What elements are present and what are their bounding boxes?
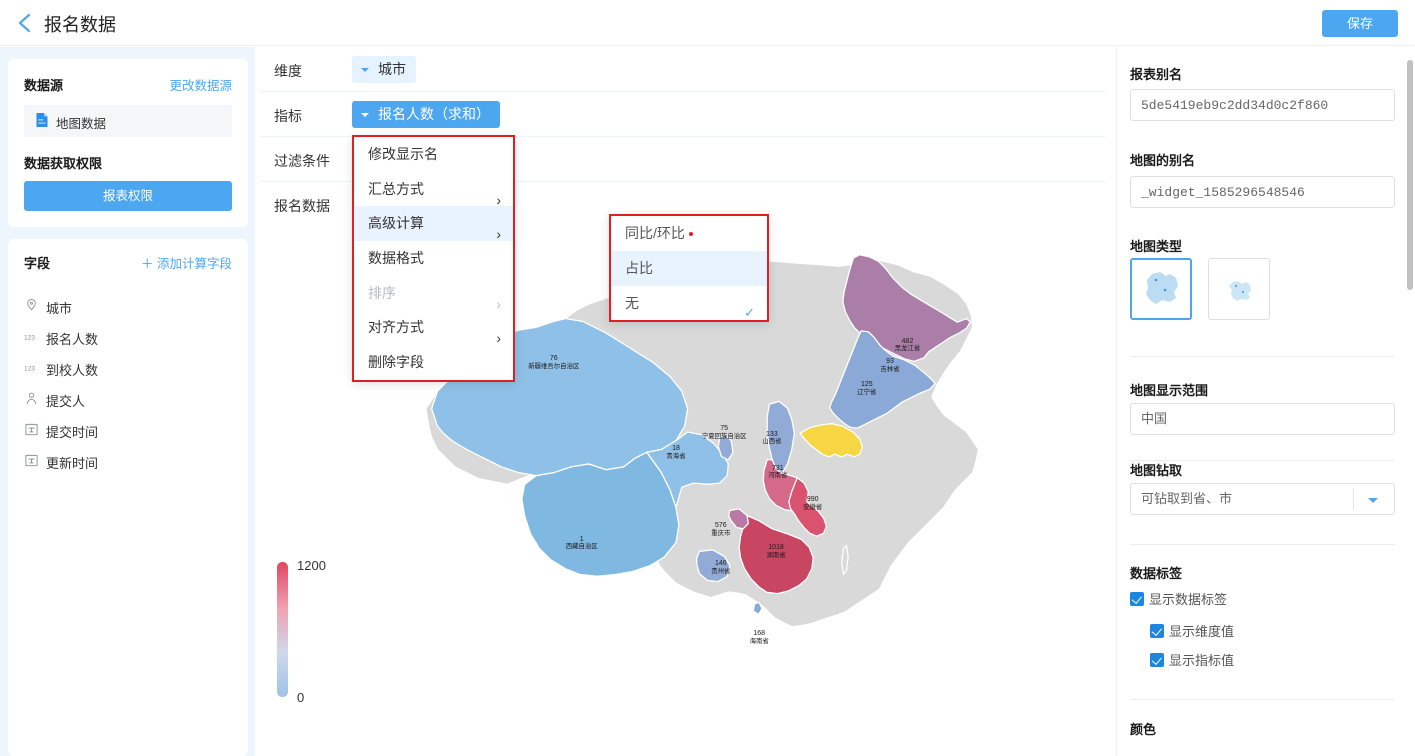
svg-text:123: 123	[24, 334, 35, 341]
svg-text:123: 123	[24, 365, 35, 372]
